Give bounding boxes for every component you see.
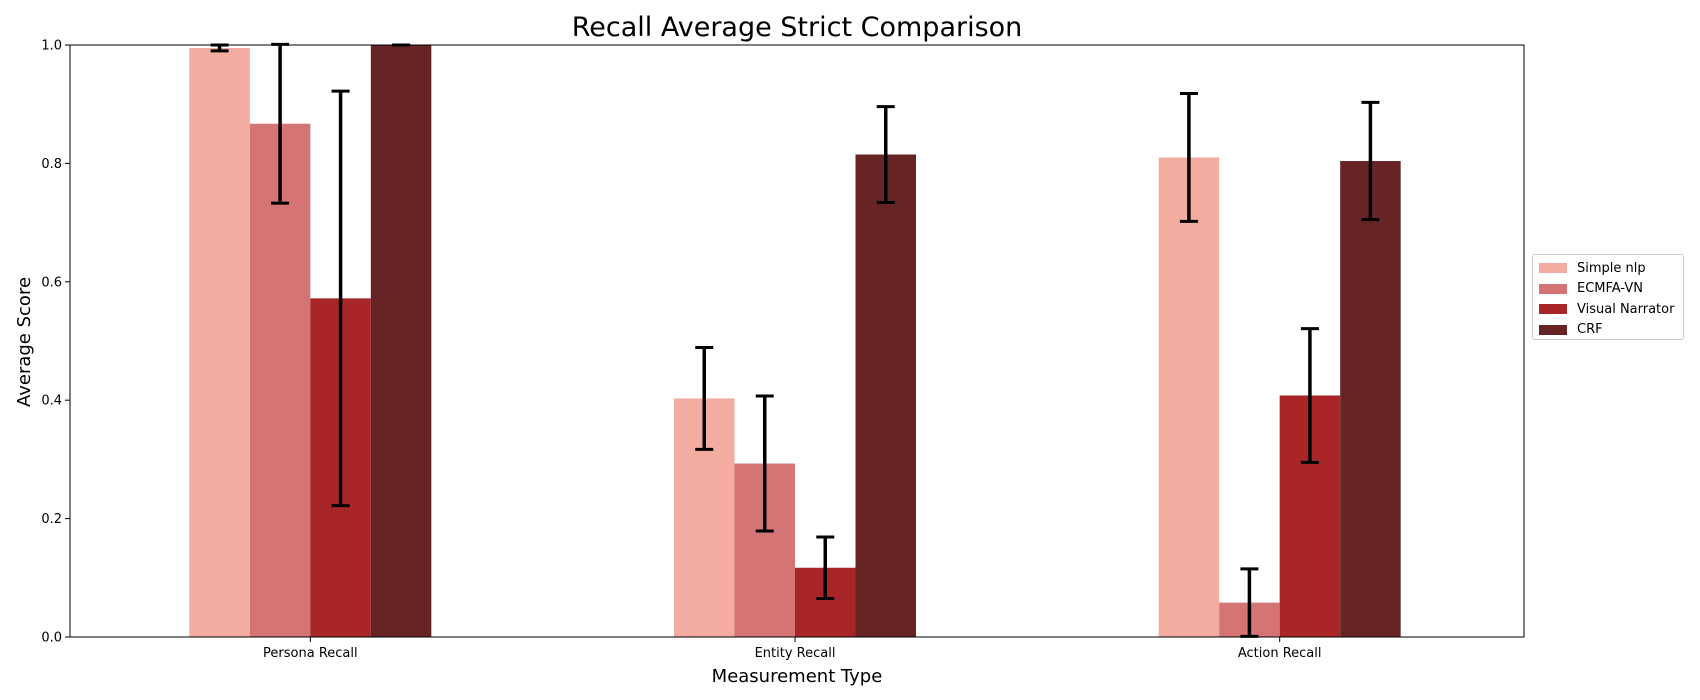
bar xyxy=(249,123,311,637)
y-axis-label: Average Score xyxy=(14,277,35,407)
bar xyxy=(855,154,916,637)
legend-item: ECMFA-VN xyxy=(1539,279,1683,300)
legend-swatch xyxy=(1539,263,1567,274)
legend: Simple nlp ECMFA-VN Visual Narrator CRF xyxy=(1532,254,1684,340)
bar xyxy=(1340,161,1401,638)
y-tick-label: 0.0 xyxy=(41,631,62,646)
bar xyxy=(1158,157,1220,638)
legend-label: ECMFA-VN xyxy=(1577,281,1643,297)
x-tick-label: Entity Recall xyxy=(755,646,836,661)
legend-label: CRF xyxy=(1577,322,1603,338)
bars xyxy=(189,45,1401,638)
plot-frame xyxy=(69,44,1525,638)
y-tick-label: 0.2 xyxy=(41,512,62,527)
bar xyxy=(370,45,432,637)
legend-item: CRF xyxy=(1539,320,1683,341)
legend-item: Simple nlp xyxy=(1539,258,1683,279)
legend-label: Simple nlp xyxy=(1577,260,1646,276)
y-tick-label: 0.4 xyxy=(41,394,62,409)
legend-item: Visual Narrator xyxy=(1539,299,1683,320)
legend-label: Visual Narrator xyxy=(1577,301,1675,317)
legend-swatch xyxy=(1539,304,1567,315)
x-axis-label: Measurement Type xyxy=(712,666,883,687)
legend-swatch xyxy=(1539,283,1567,294)
y-tick-label: 0.8 xyxy=(41,157,62,172)
plot-area xyxy=(189,42,1401,638)
chart-title: Recall Average Strict Comparison xyxy=(572,12,1023,43)
x-tick-label: Action Recall xyxy=(1238,646,1322,661)
y-tick-label: 1.0 xyxy=(41,39,62,54)
bar xyxy=(189,47,250,637)
y-tick-label: 0.6 xyxy=(41,275,62,290)
legend-swatch xyxy=(1539,324,1567,335)
x-tick-label: Persona Recall xyxy=(263,646,358,661)
